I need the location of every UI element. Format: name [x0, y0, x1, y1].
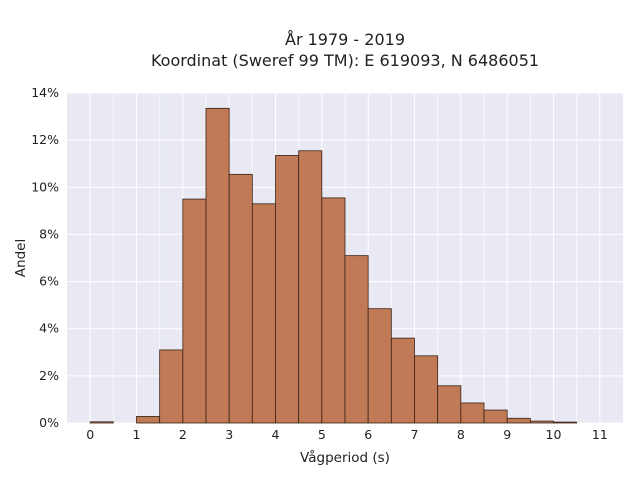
histogram-bar — [298, 150, 323, 424]
histogram-bar — [367, 308, 392, 424]
y-tick-label: 0% — [39, 415, 59, 430]
x-tick-label: 10 — [546, 427, 562, 442]
y-tick-label: 6% — [39, 274, 59, 289]
y-tick-label: 12% — [31, 132, 59, 147]
histogram-bar — [414, 355, 439, 424]
x-tick-label: 7 — [411, 427, 419, 442]
x-tick-label: 0 — [86, 427, 94, 442]
histogram-bar — [275, 155, 300, 424]
x-tick-label: 8 — [457, 427, 465, 442]
x-tick-label: 4 — [272, 427, 280, 442]
histogram-bar — [437, 385, 462, 424]
y-tick-label: 8% — [39, 226, 59, 241]
histogram-bar — [228, 173, 253, 424]
histogram-bar — [390, 337, 415, 424]
chart-title-line-2: Koordinat (Sweref 99 TM): E 619093, N 64… — [151, 51, 539, 70]
x-tick-label: 5 — [318, 427, 326, 442]
histogram-bar — [321, 197, 346, 424]
histogram-bar — [529, 420, 554, 424]
x-axis-label: Vågperiod (s) — [300, 449, 390, 466]
chart-title-line-1: År 1979 - 2019 — [285, 30, 405, 49]
histogram-bar — [344, 255, 369, 424]
histogram-bar — [205, 107, 230, 424]
y-axis-label: Andel — [13, 239, 29, 277]
histogram-bar — [553, 421, 578, 424]
x-tick-label: 6 — [364, 427, 372, 442]
histogram-bar — [506, 417, 531, 424]
histogram-bar — [251, 203, 276, 424]
histogram-bar — [182, 198, 207, 424]
plot-area: 0 1 2 3 4 5 6 7 8 9 10 11 0% 2% 4% 6% 8% 10% 12% 14% — [31, 85, 623, 442]
y-tick-label: 14% — [31, 85, 59, 100]
x-tick-label: 2 — [179, 427, 187, 442]
histogram-bar — [159, 349, 184, 424]
y-tick-label: 10% — [31, 179, 59, 194]
y-tick-label: 4% — [39, 321, 59, 336]
x-tick-label: 3 — [225, 427, 233, 442]
y-tick-label: 2% — [39, 368, 59, 383]
histogram-bar — [89, 421, 114, 424]
histogram-bar — [460, 402, 485, 424]
x-tick-label: 9 — [503, 427, 511, 442]
x-tick-label: 1 — [133, 427, 141, 442]
histogram-bar — [483, 409, 508, 424]
histogram-bar — [136, 415, 161, 424]
x-tick-label: 11 — [592, 427, 608, 442]
